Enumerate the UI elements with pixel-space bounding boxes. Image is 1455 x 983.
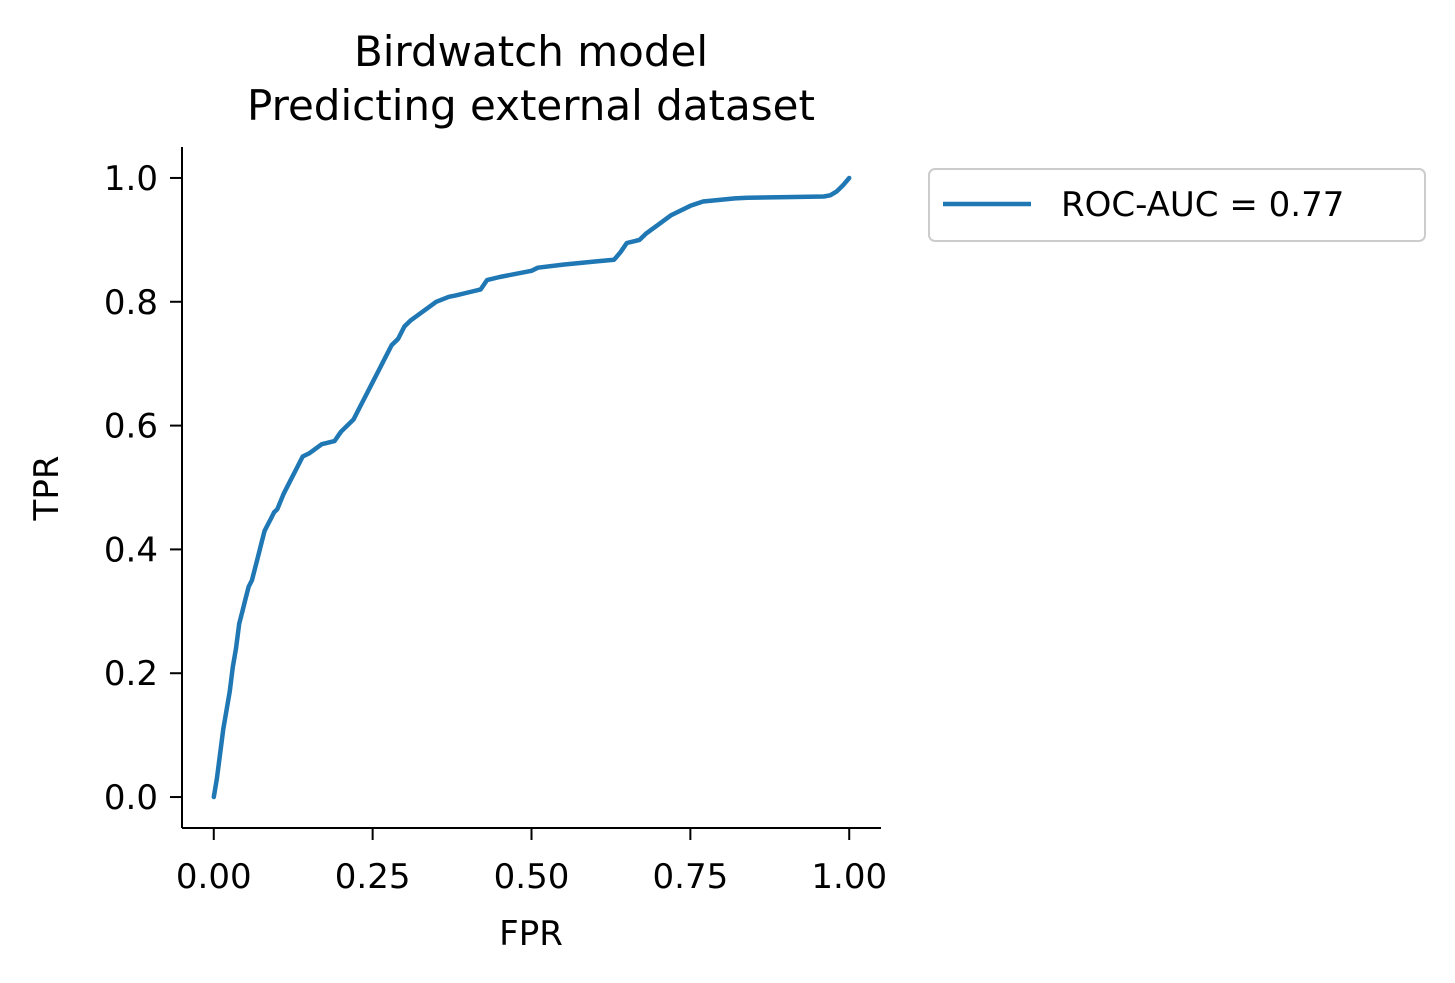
x-tick-label: 0.50	[494, 857, 570, 897]
legend-label-roc: ROC-AUC = 0.77	[1061, 185, 1344, 225]
roc-curve-line	[211, 175, 852, 800]
legend-box	[928, 168, 1426, 242]
x-tick-label: 1.00	[811, 857, 887, 897]
y-ticks: 0.0 0.2 0.4 0.6 0.8 1.0	[104, 159, 182, 818]
legend: ROC-AUC = 0.77	[928, 168, 1426, 242]
y-tick-label: 0.0	[104, 778, 158, 818]
plot-area	[211, 175, 852, 800]
chart-title-line-2: Predicting external dataset	[247, 81, 815, 130]
chart-title: Birdwatch model Predicting external data…	[247, 27, 815, 130]
chart-title-line-1: Birdwatch model	[354, 27, 708, 76]
y-tick-label: 0.4	[104, 530, 158, 570]
x-tick-label: 0.75	[653, 857, 729, 897]
x-tick-label: 0.25	[335, 857, 411, 897]
y-tick-label: 1.0	[104, 159, 158, 199]
x-axis-label: FPR	[499, 914, 563, 954]
x-tick-label: 0.00	[176, 857, 252, 897]
x-ticks: 0.00 0.25 0.50 0.75 1.00	[176, 828, 887, 897]
y-axis-label: TPR	[27, 456, 67, 522]
y-tick-label: 0.6	[104, 407, 158, 447]
y-tick-label: 0.8	[104, 283, 158, 323]
axes: 0.00 0.25 0.50 0.75 1.00 0.0 0.2 0.4 0.6 0.8 1.0	[104, 147, 887, 897]
y-tick-label: 0.2	[104, 654, 158, 694]
